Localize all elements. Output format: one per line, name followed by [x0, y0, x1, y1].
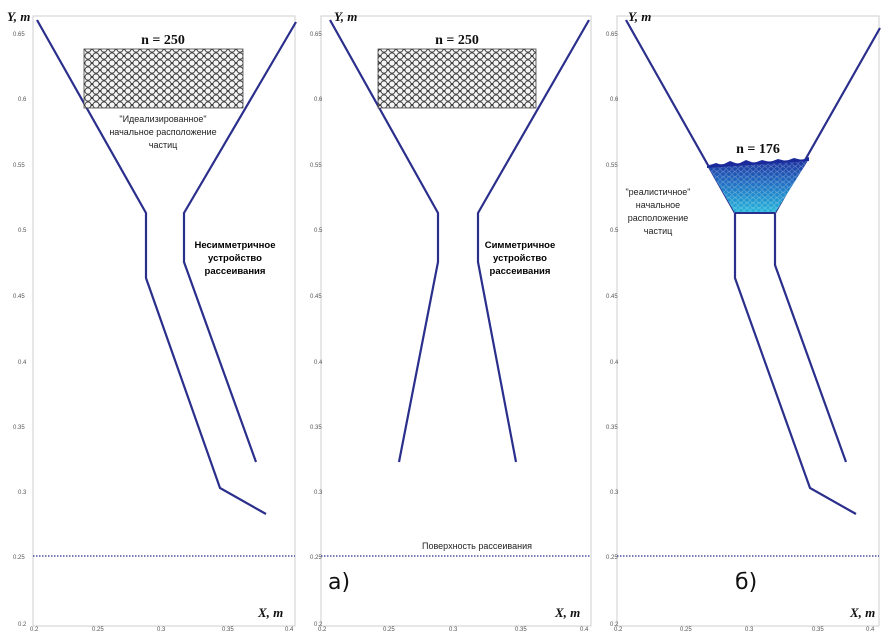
particle-block-ideal: [377, 48, 537, 109]
y-tick-label: 0.4: [610, 360, 619, 366]
y-tick-label: 0.25: [310, 555, 322, 561]
x-tick-labels: 0.2 0.25 0.3 0.35 0.4: [614, 627, 875, 633]
y-tick-label: 0.65: [606, 32, 618, 38]
x-tick-label: 0.35: [222, 627, 234, 633]
x-tick-label: 0.3: [449, 627, 458, 633]
panel-letter: б): [735, 570, 757, 595]
y-tick-label: 0.6: [314, 97, 323, 103]
particle-pile-realistic: [707, 157, 809, 214]
y-tick-label: 0.45: [13, 294, 25, 300]
y-tick-label: 0.2: [314, 622, 323, 628]
x-tick-label: 0.25: [92, 627, 104, 633]
y-tick-label: 0.6: [610, 97, 619, 103]
device-caption-line: Симметричное: [485, 240, 556, 251]
x-axis-label: X, m: [257, 605, 283, 620]
funnel-left-wall: [625, 19, 857, 515]
x-tick-labels: 0.2 0.25 0.3 0.35 0.4: [318, 627, 589, 633]
funnel-left-wall: [329, 19, 440, 463]
y-tick-labels: 0.65 0.6 0.55 0.5 0.45 0.4 0.35 0.3 0.25…: [310, 32, 323, 628]
x-tick-label: 0.3: [745, 627, 754, 633]
y-tick-label: 0.55: [606, 163, 618, 169]
x-tick-label: 0.35: [812, 627, 824, 633]
particle-block-ideal: [83, 48, 244, 109]
y-tick-label: 0.6: [18, 97, 27, 103]
x-tick-labels: 0.2 0.25 0.3 0.35 0.4: [30, 627, 294, 633]
x-tick-label: 0.3: [157, 627, 166, 633]
x-tick-label: 0.25: [680, 627, 692, 633]
y-tick-label: 0.3: [610, 490, 619, 496]
y-tick-label: 0.45: [310, 294, 322, 300]
device-caption-line: устройство: [208, 253, 262, 264]
x-tick-label: 0.4: [580, 627, 589, 633]
note-line: начальное расположение: [109, 127, 216, 137]
y-tick-label: 0.4: [18, 360, 27, 366]
x-tick-label: 0.4: [285, 627, 294, 633]
y-tick-label: 0.2: [610, 622, 619, 628]
panel-3: Y, m X, m 0.65 0.6 0.55 0.5 0.45 0.4 0.3…: [606, 9, 881, 633]
panel-1: Y, m X, m 0.65 0.6 0.55 0.5 0.45 0.4 0.3…: [7, 9, 297, 633]
note-line: расположение: [628, 213, 688, 223]
y-tick-label: 0.35: [310, 425, 322, 431]
y-tick-label: 0.65: [13, 32, 25, 38]
x-axis-label: X, m: [849, 605, 875, 620]
y-tick-label: 0.5: [18, 228, 27, 234]
x-tick-label: 0.2: [318, 627, 327, 633]
y-axis-label: Y, m: [628, 9, 651, 24]
plot-frame: [32, 15, 296, 627]
y-tick-label: 0.5: [314, 228, 323, 234]
device-caption-line: Несимметричное: [195, 240, 276, 251]
x-tick-label: 0.35: [515, 627, 527, 633]
device-caption-line: рассеивания: [490, 266, 551, 277]
particle-count-label: n = 250: [435, 33, 479, 48]
particle-count-label: n = 250: [141, 33, 185, 48]
note-line: частиц: [149, 140, 178, 150]
y-tick-label: 0.25: [13, 555, 25, 561]
x-tick-label: 0.2: [30, 627, 39, 633]
y-tick-label: 0.45: [606, 294, 618, 300]
funnel-left-wall: [36, 19, 267, 515]
funnel-right-wall: [182, 21, 297, 463]
x-tick-label: 0.4: [866, 627, 875, 633]
device-caption-line: устройство: [493, 253, 547, 264]
plot-frame: [616, 15, 880, 627]
note-line: частиц: [644, 226, 673, 236]
y-tick-label: 0.4: [314, 360, 323, 366]
y-tick-label: 0.5: [610, 228, 619, 234]
scattering-surface-label: Поверхность рассеивания: [422, 541, 532, 551]
note-line: "реалистичное": [625, 187, 690, 197]
x-axis-label: X, m: [554, 605, 580, 620]
y-tick-label: 0.3: [18, 490, 27, 496]
y-tick-label: 0.35: [606, 425, 618, 431]
funnel-right-wall: [476, 19, 590, 463]
funnel-right-wall: [773, 27, 881, 463]
x-tick-label: 0.2: [614, 627, 623, 633]
x-tick-label: 0.25: [383, 627, 395, 633]
y-axis-label: Y, m: [7, 9, 30, 24]
y-tick-labels: 0.65 0.6 0.55 0.5 0.45 0.4 0.35 0.3 0.25…: [13, 32, 27, 628]
particle-count-label: n = 176: [736, 142, 780, 157]
y-tick-label: 0.55: [13, 163, 25, 169]
y-tick-label: 0.55: [310, 163, 322, 169]
y-tick-label: 0.25: [606, 555, 618, 561]
note-line: "Идеализированное": [119, 114, 206, 124]
y-tick-label: 0.35: [13, 425, 25, 431]
y-tick-label: 0.65: [310, 32, 322, 38]
note-line: начальное: [636, 200, 680, 210]
panel-letter: а): [328, 570, 350, 595]
plot-frame: [320, 15, 592, 627]
y-tick-label: 0.2: [18, 622, 27, 628]
panel-2: Y, m X, m 0.65 0.6 0.55 0.5 0.45 0.4 0.3…: [310, 9, 592, 633]
y-axis-label: Y, m: [334, 9, 357, 24]
device-caption-line: рассеивания: [205, 266, 266, 277]
y-tick-label: 0.3: [314, 490, 323, 496]
y-tick-labels: 0.65 0.6 0.55 0.5 0.45 0.4 0.35 0.3 0.25…: [606, 32, 619, 628]
